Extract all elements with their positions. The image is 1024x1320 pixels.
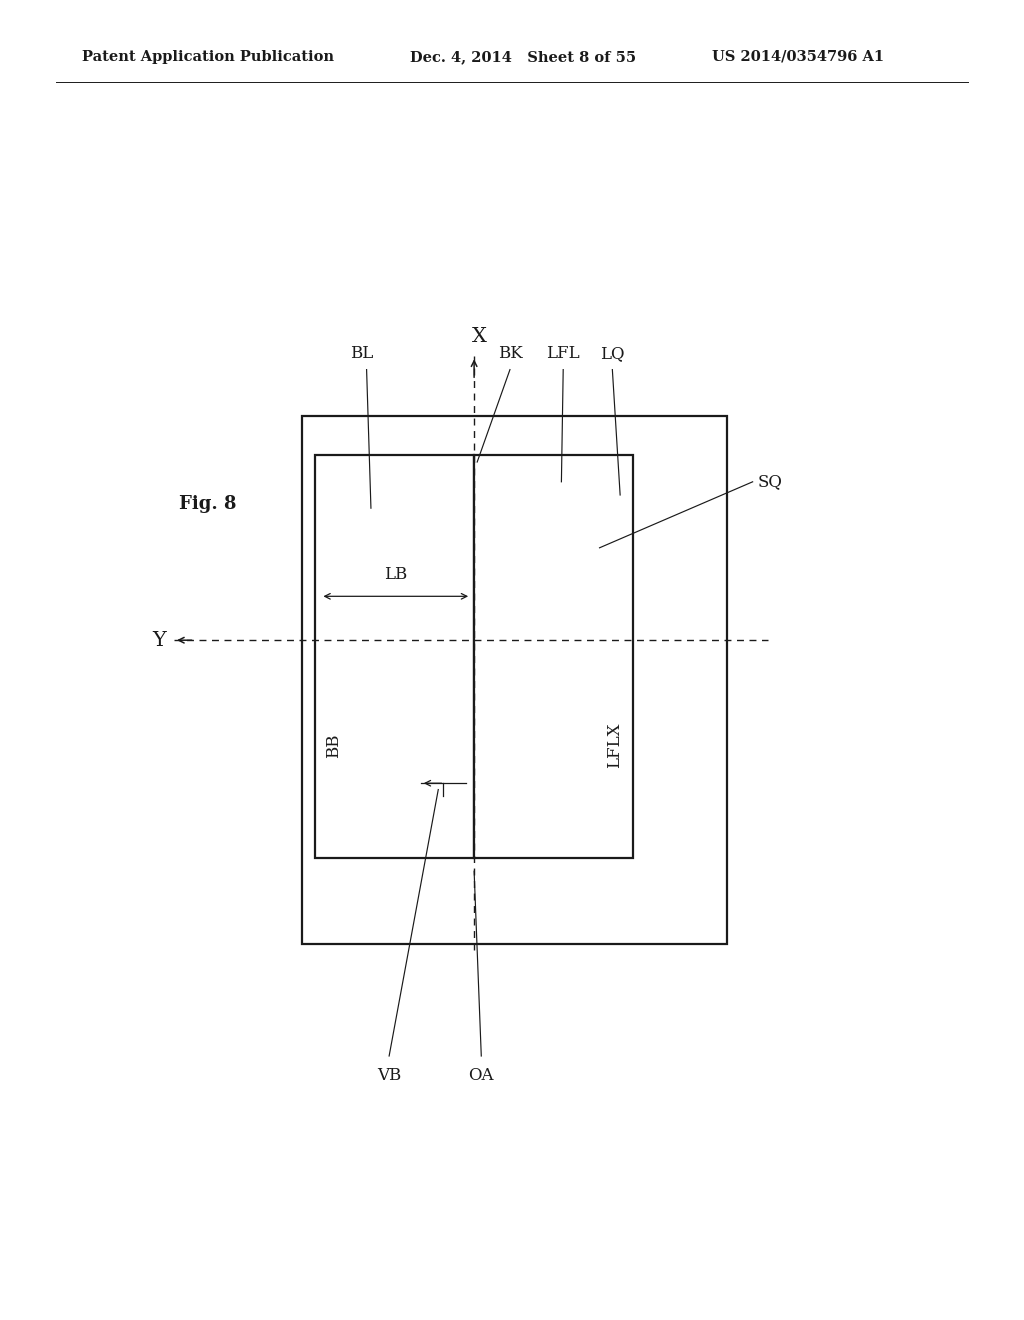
Text: Y: Y <box>153 631 166 649</box>
Text: Dec. 4, 2014   Sheet 8 of 55: Dec. 4, 2014 Sheet 8 of 55 <box>410 50 636 63</box>
Text: Fig. 8: Fig. 8 <box>179 495 237 513</box>
Text: LB: LB <box>384 566 408 583</box>
Text: LFLX: LFLX <box>606 722 623 768</box>
Text: BB: BB <box>326 733 342 758</box>
Bar <box>315 455 474 858</box>
Text: VB: VB <box>377 1067 401 1084</box>
Text: BL: BL <box>350 345 373 362</box>
Text: SQ: SQ <box>758 474 782 490</box>
Text: LFL: LFL <box>547 345 580 362</box>
Text: BK: BK <box>498 345 522 362</box>
Text: OA: OA <box>469 1067 494 1084</box>
Text: US 2014/0354796 A1: US 2014/0354796 A1 <box>712 50 884 63</box>
Text: X: X <box>472 327 486 346</box>
Bar <box>474 455 633 858</box>
Text: LQ: LQ <box>600 345 625 362</box>
Text: Patent Application Publication: Patent Application Publication <box>82 50 334 63</box>
Bar <box>302 416 727 944</box>
